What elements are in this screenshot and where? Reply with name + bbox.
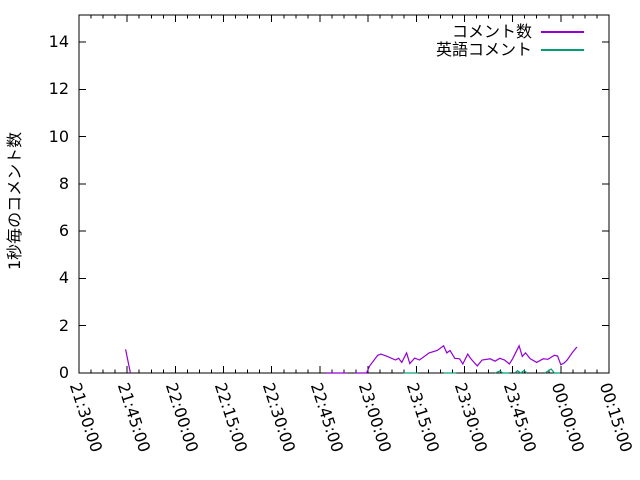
legend-label-comments: コメント数 — [451, 22, 532, 41]
y-tick-label: 10 — [48, 126, 69, 146]
y-tick-label: 14 — [48, 32, 69, 51]
legend-line-swatch-comments — [541, 31, 584, 33]
plot-border — [78, 14, 610, 374]
series-english-comments-line — [403, 368, 560, 374]
legend-row: コメント数 — [436, 23, 584, 41]
legend-line-swatch-english-comments — [541, 49, 584, 51]
series-comments-line — [125, 344, 578, 374]
y-tick-label: 2 — [58, 315, 69, 335]
y-axis-title: 1秒毎のコメント数 — [5, 131, 24, 270]
y-tick-label: 12 — [48, 79, 69, 99]
x-ticks — [78, 15, 610, 373]
legend: コメント数 英語コメント — [436, 23, 584, 59]
y-tick-label: 6 — [58, 221, 69, 241]
legend-row: 英語コメント — [436, 41, 584, 59]
y-ticks — [79, 41, 609, 374]
y-tick-label: 8 — [58, 173, 69, 193]
legend-label-english-comments: 英語コメント — [435, 40, 532, 59]
y-tick-label: 0 — [58, 363, 69, 382]
y-tick-label: 4 — [58, 268, 69, 288]
